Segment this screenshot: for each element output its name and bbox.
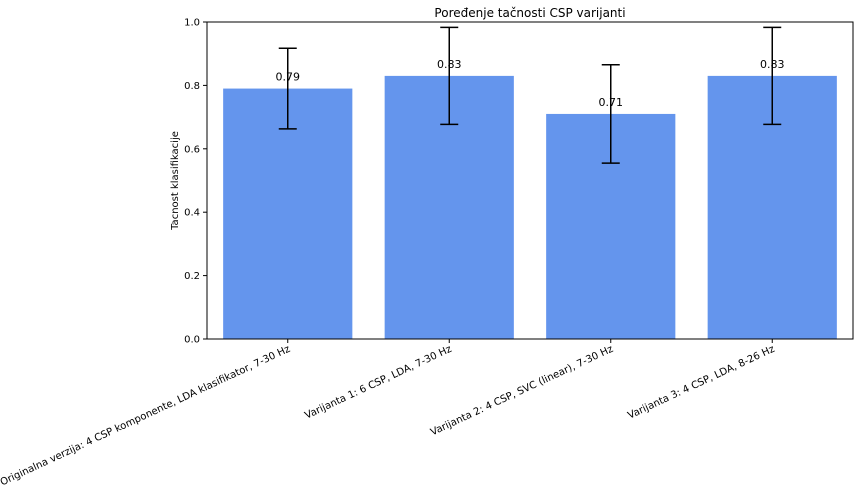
x-tick-label: Varijanta 2: 4 CSP, SVC (linear), 7-30 H… — [429, 344, 615, 439]
data-label: 0.83 — [437, 58, 462, 71]
x-tick-label: Originalna verzija: 4 CSP komponente, LD… — [0, 344, 292, 489]
error-bars-group — [278, 26, 782, 164]
chart-title: Poređenje tačnosti CSP varijanti — [434, 6, 625, 20]
bar — [223, 88, 353, 339]
data-label: 0.79 — [276, 71, 301, 84]
y-tick-label: 0.6 — [184, 144, 200, 155]
y-tick-label: 0.0 — [184, 335, 200, 346]
error-bar — [278, 47, 297, 130]
y-ticks-group: 0.0 0.2 0.4 0.6 0.8 1.0 — [184, 18, 207, 346]
y-tick-label: 0.8 — [184, 81, 200, 92]
data-label: 0.71 — [599, 96, 624, 109]
y-tick-label: 1.0 — [184, 18, 200, 29]
y-tick-label: 0.4 — [184, 208, 200, 219]
y-axis-label: Tacnost klasifikacije — [170, 131, 181, 231]
data-label: 0.83 — [760, 58, 785, 71]
x-tick-label: Varijanta 1: 6 CSP, LDA, 7-30 Hz — [303, 344, 453, 422]
x-ticks-group: Originalna verzija: 4 CSP komponente, LD… — [0, 339, 777, 488]
data-labels-group: 0.79 0.83 0.71 0.83 — [276, 58, 785, 109]
x-tick-label: Varijanta 3: 4 CSP, LDA, 8-26 Hz — [626, 344, 776, 422]
error-bar — [763, 26, 782, 126]
plot-area-frame — [206, 21, 854, 340]
error-bar — [440, 26, 459, 126]
error-bar — [601, 64, 620, 164]
y-tick-label: 0.2 — [184, 271, 200, 282]
bars-group — [223, 75, 837, 340]
